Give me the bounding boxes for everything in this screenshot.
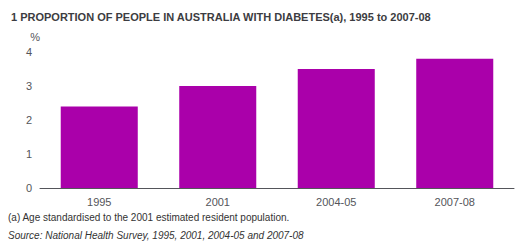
svg-text:(a) Age standardised to the 20: (a) Age standardised to the 2001 estimat… [8, 212, 289, 223]
svg-text:0: 0 [26, 182, 32, 194]
svg-text:2: 2 [26, 114, 32, 126]
svg-text:1 PROPORTION OF PEOPLE IN AUST: 1 PROPORTION OF PEOPLE IN AUSTRALIA WITH… [11, 11, 431, 23]
svg-text:3: 3 [26, 80, 32, 92]
svg-text:Source: National Health Survey: Source: National Health Survey, 1995, 20… [8, 230, 304, 241]
svg-text:%: % [30, 31, 40, 43]
svg-text:1995: 1995 [87, 196, 111, 208]
svg-text:4: 4 [26, 46, 32, 58]
svg-text:1: 1 [26, 148, 32, 160]
svg-text:2004-05: 2004-05 [316, 196, 356, 208]
svg-text:2001: 2001 [206, 196, 230, 208]
svg-text:2007-08: 2007-08 [435, 196, 475, 208]
